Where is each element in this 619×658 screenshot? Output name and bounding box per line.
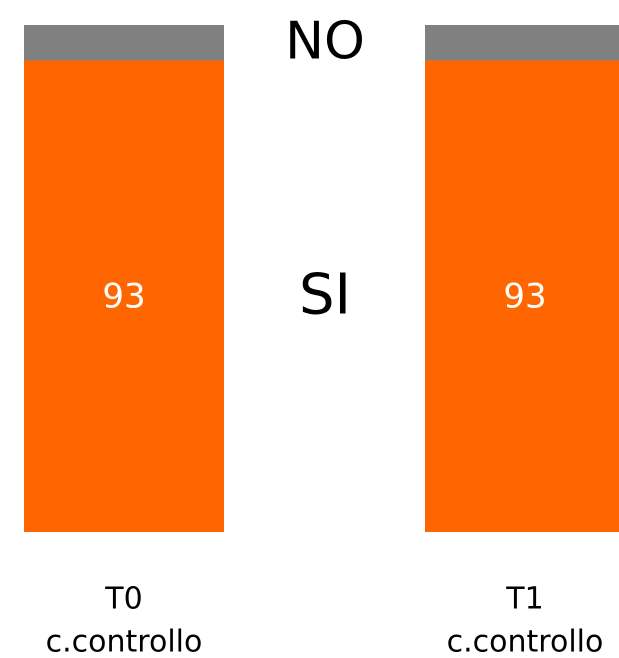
data-label: 93 [102,277,145,317]
x-tick-label: T1 [505,582,543,617]
x-tick-label: T0 [104,582,142,617]
legend-label: SI [299,262,351,327]
x-tick-label: c.controllo [46,625,203,658]
bar-segment [24,60,224,533]
data-label: 93 [503,277,546,317]
x-tick-label: c.controllo [447,625,604,658]
bar-segment [425,25,619,61]
bar-segment [24,25,224,61]
bar-segment [425,60,619,533]
legend-label: NO [285,12,365,72]
